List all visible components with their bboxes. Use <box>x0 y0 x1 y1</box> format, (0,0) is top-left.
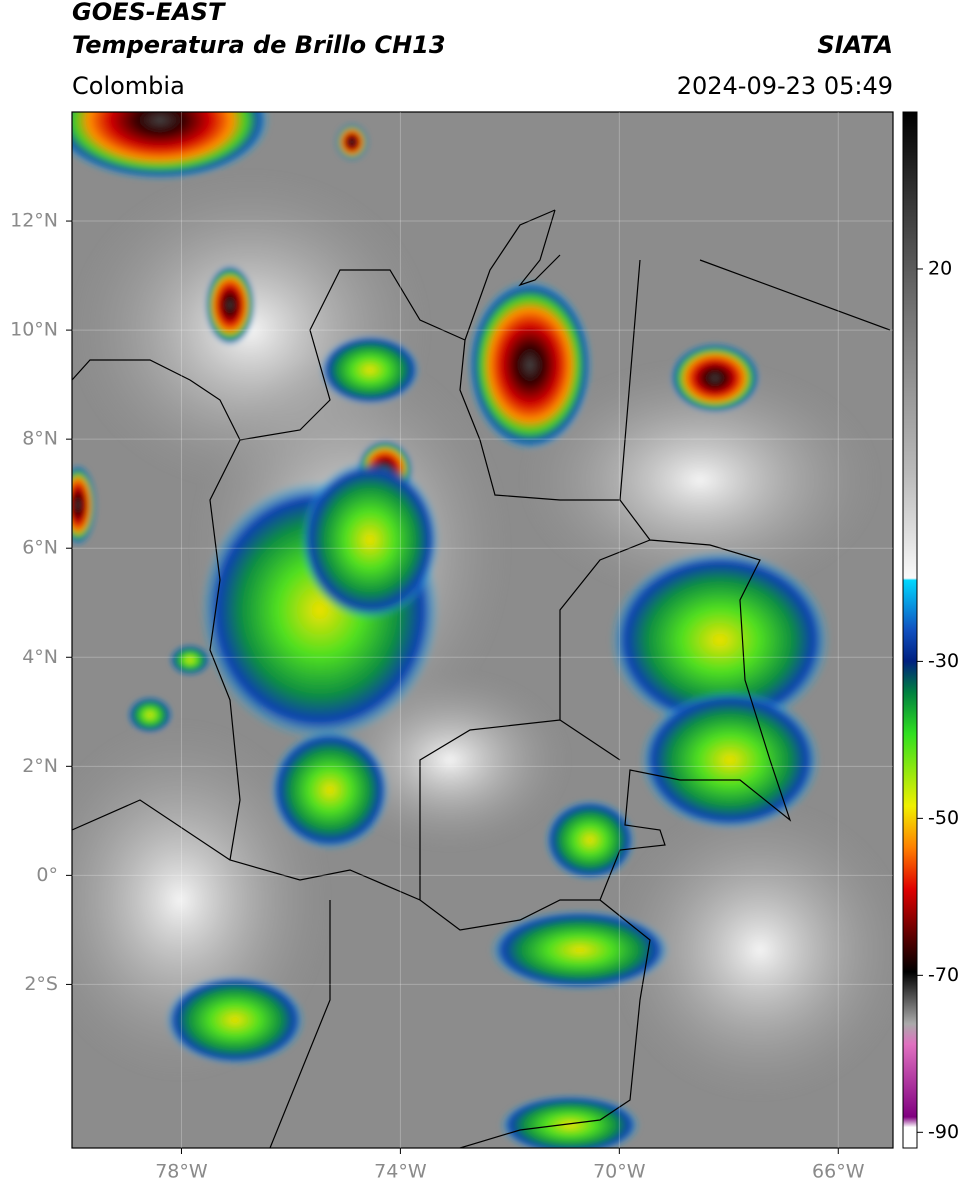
title: GOES-EAST <box>72 0 226 26</box>
subtitle: Temperatura de Brillo CH13 <box>72 31 446 59</box>
satellite-image <box>72 112 893 1148</box>
x-tick-label: 74°W <box>374 1161 427 1183</box>
y-tick-label: 2°N <box>22 755 58 777</box>
country-borders <box>72 209 891 1148</box>
colorbar-tick-label: -70 <box>928 964 959 986</box>
colorbar-tick-label: 20 <box>928 257 952 279</box>
x-tick-label: 66°W <box>812 1161 865 1183</box>
colorbar <box>902 111 918 1149</box>
colorbar-tick-label: -30 <box>928 650 959 672</box>
x-tick-label: 70°W <box>593 1161 646 1183</box>
y-tick-label: 10°N <box>10 319 58 341</box>
map-frame <box>71 111 894 1149</box>
colorbar-tick-label: -50 <box>928 807 959 829</box>
y-tick-label: 0° <box>36 864 58 886</box>
x-tick-label: 78°W <box>155 1161 208 1183</box>
source: SIATA <box>817 31 893 59</box>
y-tick-label: 6°N <box>22 537 58 559</box>
y-tick-label: 2°S <box>24 973 58 995</box>
colorbar-tick-label: -90 <box>928 1121 959 1143</box>
region: Colombia <box>72 72 185 100</box>
y-tick-label: 8°N <box>22 428 58 450</box>
datetime: 2024-09-23 05:49 <box>677 72 893 100</box>
y-tick-label: 4°N <box>22 646 58 668</box>
y-tick-label: 12°N <box>10 210 58 232</box>
